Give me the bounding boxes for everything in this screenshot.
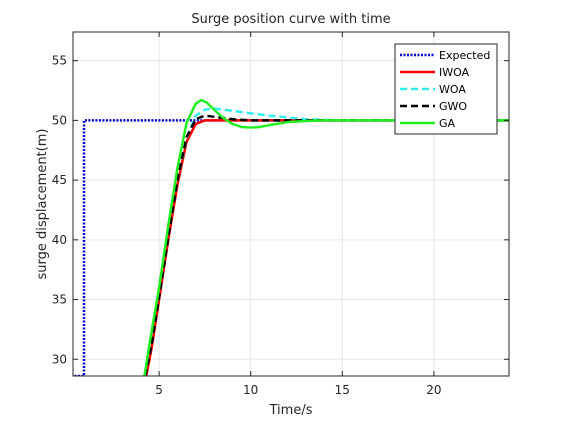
y-tick-label: 35 xyxy=(52,293,67,307)
legend-label-ga: GA xyxy=(439,117,456,130)
y-tick-label: 55 xyxy=(52,54,67,68)
legend-label-woa: WOA xyxy=(439,83,466,96)
x-tick-label: 5 xyxy=(155,383,163,397)
axes-box xyxy=(72,31,510,377)
legend-label-expected: Expected xyxy=(439,49,490,62)
x-tick-label: 20 xyxy=(426,383,441,397)
x-axis-title: Time/s xyxy=(269,403,313,418)
y-tick-label: 40 xyxy=(52,233,67,247)
y-tick-label: 30 xyxy=(52,352,67,366)
x-tick-label: 10 xyxy=(243,383,258,397)
series-group xyxy=(73,98,509,376)
ticks: 5 10 15 20 30 35 40 45 50 55 xyxy=(52,32,509,397)
y-tick-label: 50 xyxy=(52,113,67,127)
legend: Expected IWOA WOA GWO GA xyxy=(394,43,498,135)
x-tick-label: 15 xyxy=(335,383,350,397)
y-tick-label: 45 xyxy=(52,173,67,187)
series-line-gwo xyxy=(144,114,509,376)
legend-label-gwo: GWO xyxy=(439,100,467,113)
y-axis-title: surge displacement(m) xyxy=(35,129,50,280)
series-line-ga xyxy=(143,98,509,376)
chart-title: Surge position curve with time xyxy=(191,12,390,27)
legend-label-iwoa: IWOA xyxy=(439,66,470,79)
